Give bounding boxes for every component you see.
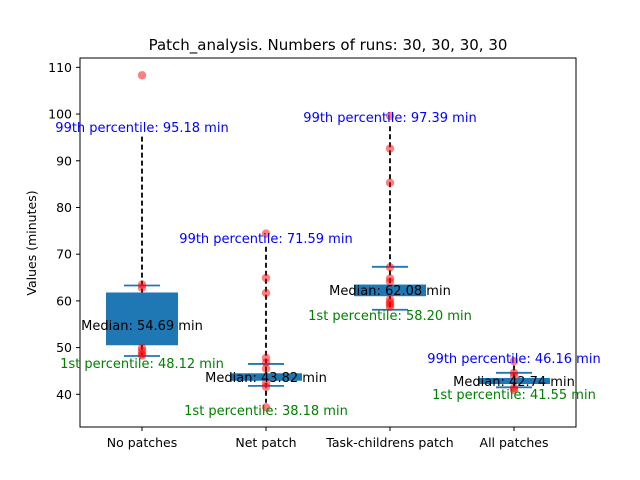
data-point (509, 356, 519, 366)
p99-annotation: 99th percentile: 97.39 min (303, 111, 476, 126)
p99-annotation: 99th percentile: 46.16 min (427, 352, 600, 367)
x-tick-label: No patches (107, 435, 177, 450)
data-point (137, 71, 147, 80)
data-point (261, 288, 271, 298)
plot-area: 40 50 60 70 80 90 100 110 No patches Net patch Tas… (48, 57, 601, 450)
data-point (385, 277, 395, 286)
p1-annotation: 1st percentile: 41.55 min (432, 388, 596, 403)
data-point (137, 283, 147, 293)
y-tick-label: 70 (56, 247, 72, 262)
p1-annotation: 1st percentile: 38.18 min (184, 404, 348, 419)
median-annotation: Median: 43.82 min (205, 371, 327, 386)
data-point (261, 229, 271, 238)
y-tick-label: 40 (56, 387, 72, 402)
data-point (385, 178, 395, 187)
median-annotation: Median: 54.69 min (81, 319, 203, 334)
plot-frame (79, 57, 577, 428)
data-point (385, 111, 395, 121)
y-tick-label: 90 (56, 153, 72, 168)
y-tick-label: 60 (56, 293, 72, 308)
x-tick-label: Net patch (235, 435, 296, 450)
data-point (385, 263, 395, 272)
data-point (261, 403, 271, 412)
p99-annotation: 99th percentile: 95.18 min (55, 121, 228, 136)
x-tick-label: Task-childrens patch (325, 435, 453, 450)
x-tick-label: All patches (480, 435, 549, 450)
data-point (509, 385, 519, 395)
box-body (106, 292, 178, 346)
data-point (385, 144, 395, 153)
data-point (261, 358, 271, 367)
data-point (385, 302, 395, 312)
p1-annotation: 1st percentile: 48.12 min (60, 357, 224, 372)
y-tick-label: 110 (48, 60, 72, 75)
data-point (261, 273, 271, 283)
y-tick-label: 80 (56, 200, 72, 215)
median-annotation: Median: 42.74 min (453, 375, 575, 390)
box-body (354, 284, 426, 297)
data-point (137, 351, 147, 360)
data-point (261, 382, 271, 392)
p99-annotation: 99th percentile: 71.59 min (179, 232, 352, 247)
p1-annotation: 1st percentile: 58.20 min (308, 309, 472, 324)
data-point (509, 371, 519, 381)
chart-title: Patch_analysis. Numbers of runs: 30, 30,… (149, 36, 508, 55)
y-axis-label: Values (minutes) (24, 190, 39, 295)
y-tick-label: 50 (56, 340, 72, 355)
y-tick-label: 100 (48, 107, 72, 122)
data-point (261, 364, 271, 373)
median-annotation: Median: 62.08 min (329, 284, 451, 299)
